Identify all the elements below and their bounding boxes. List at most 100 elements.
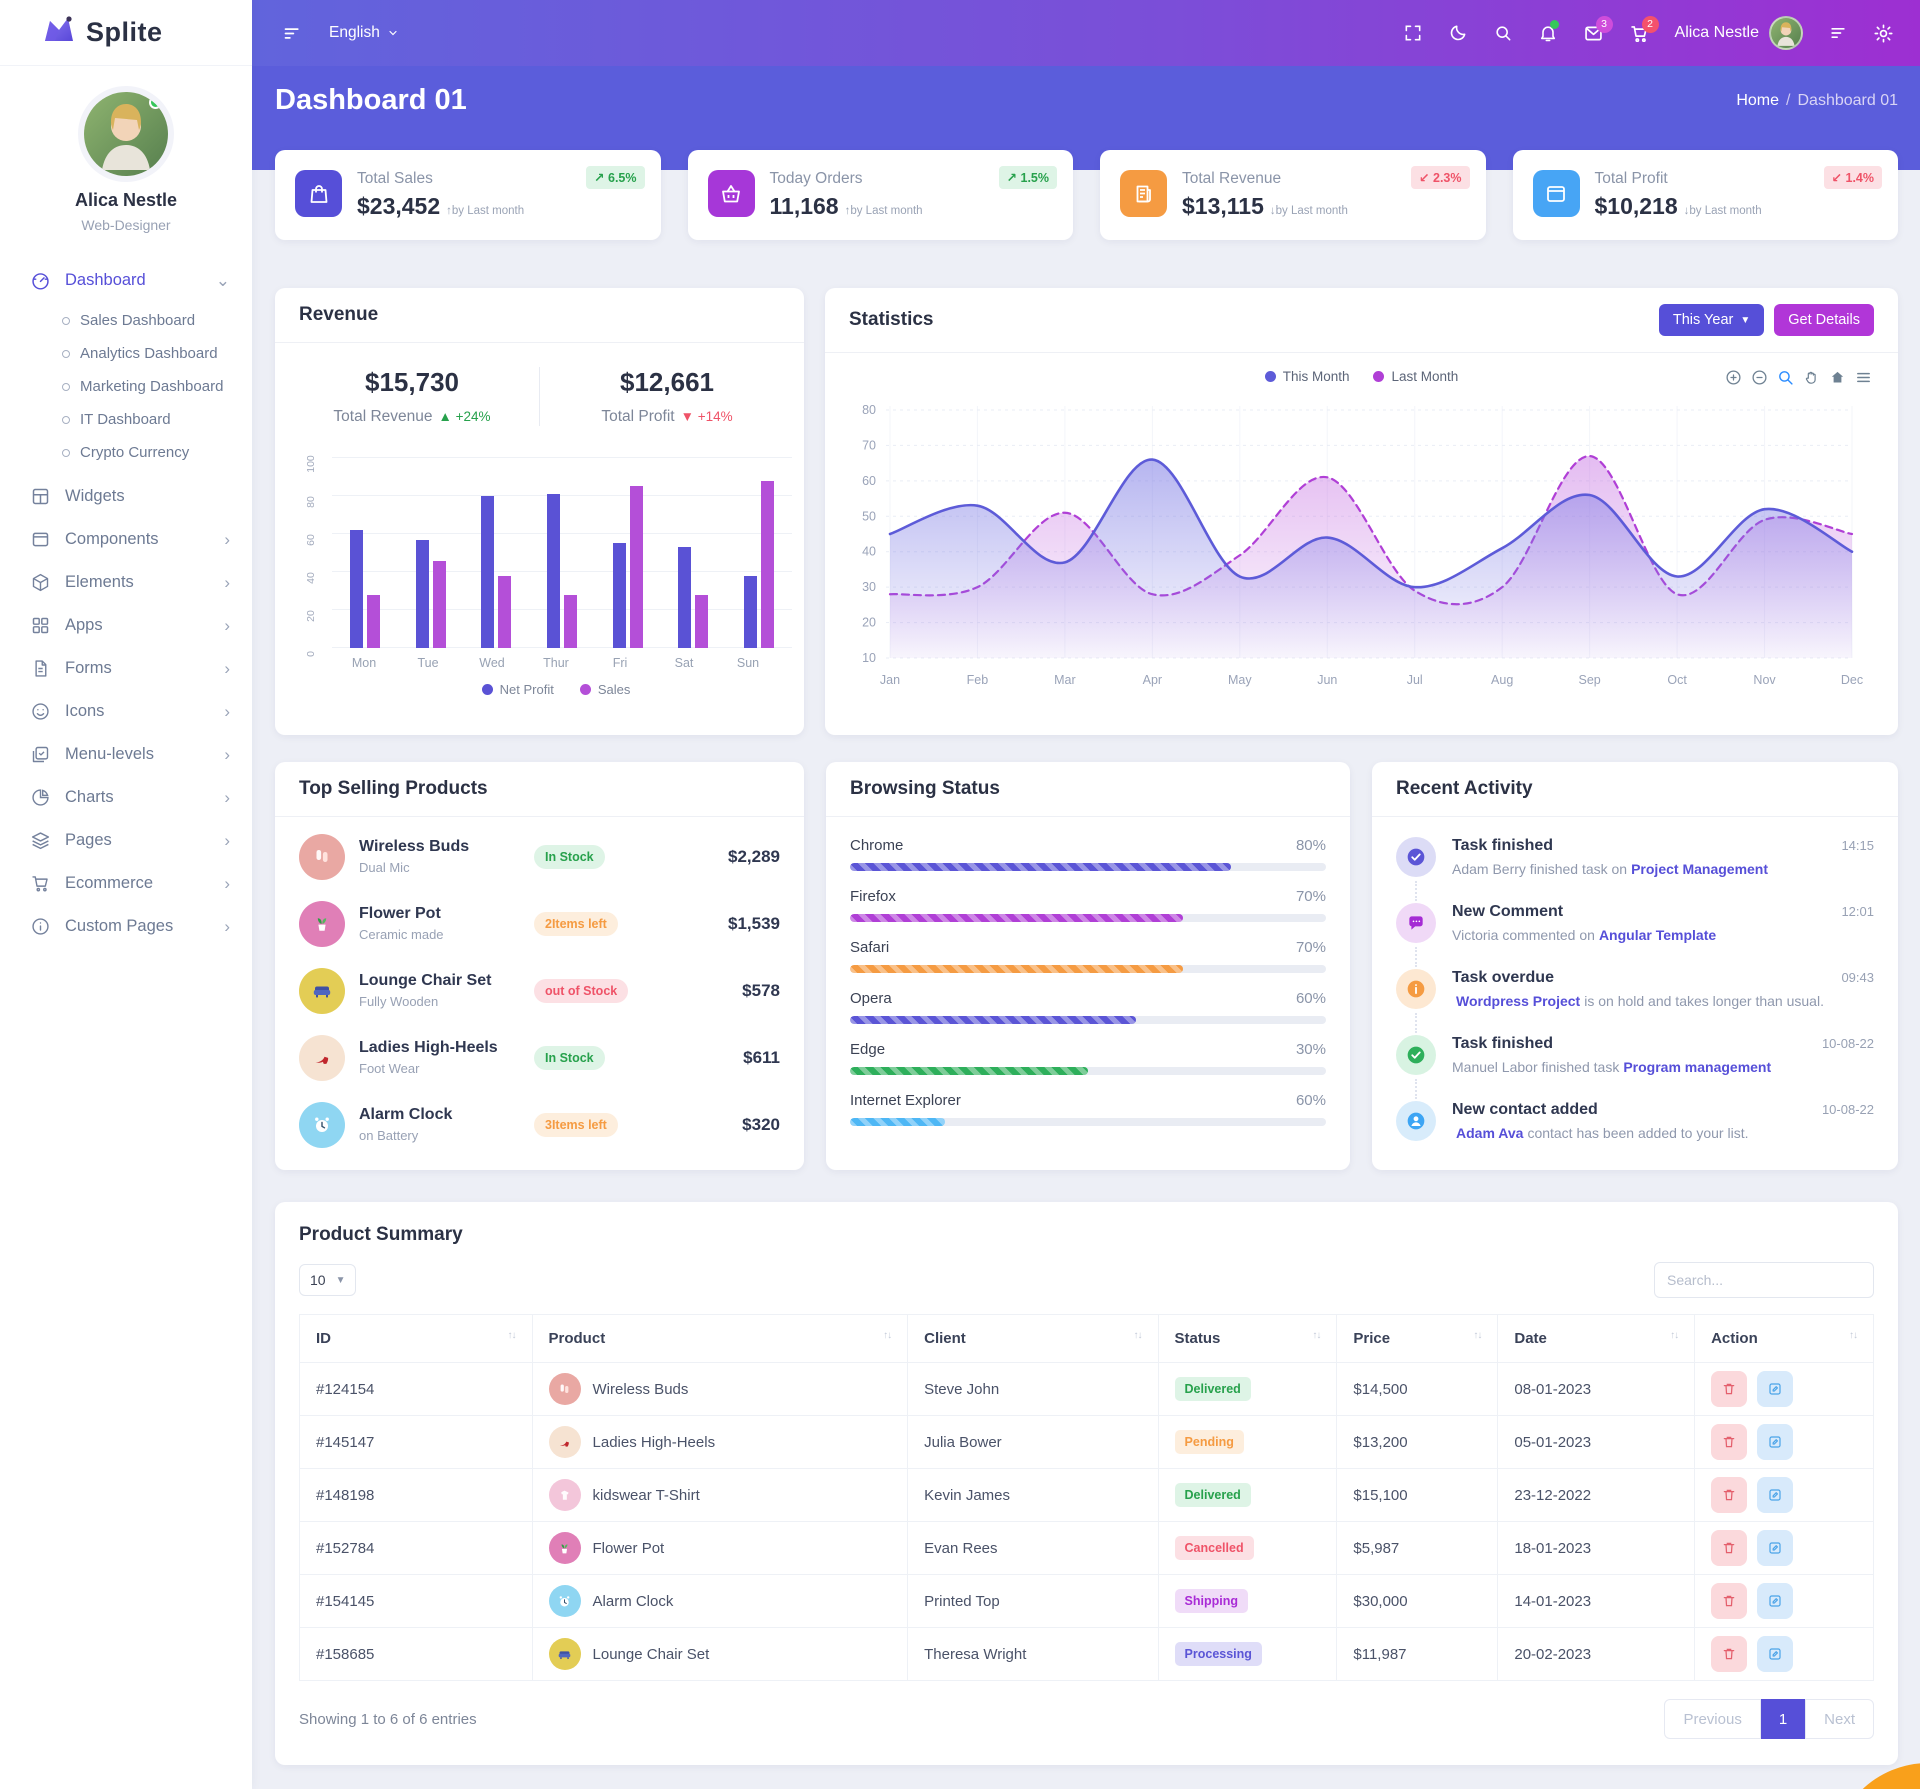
components-icon <box>32 532 49 547</box>
column-header-status[interactable]: Status ↑↓ <box>1157 1314 1338 1363</box>
product-list-item[interactable]: Wireless Buds Dual Mic In Stock $2,289 <box>299 823 780 890</box>
search-input[interactable] <box>1654 1262 1874 1298</box>
svg-text:Dec: Dec <box>1841 673 1863 687</box>
activity-time: 10-08-22 <box>1821 1102 1874 1117</box>
product-list-item[interactable]: Ladies High-Heels Foot Wear In Stock $611 <box>299 1024 780 1091</box>
gridline <box>332 647 792 648</box>
product-list-item[interactable]: Flower Pot Ceramic made 2Items left $1,53… <box>299 890 780 957</box>
activity-link[interactable]: Adam Ava <box>1456 1125 1524 1141</box>
floating-action-button[interactable] <box>1833 1763 1920 1789</box>
sidebar-item-analytics-dashboard[interactable]: Analytics Dashboard <box>0 337 252 370</box>
edit-button[interactable] <box>1757 1371 1794 1407</box>
edit-button[interactable] <box>1757 1477 1794 1513</box>
chevron-right-icon: › <box>224 530 230 549</box>
stat-badge: ↙ 2.3% <box>1411 166 1470 189</box>
stat-value: 11,168 <box>769 193 839 219</box>
zoom-in-icon[interactable] <box>1725 369 1742 386</box>
sidebar-item-pages[interactable]: Pages › <box>0 819 252 862</box>
page-size-select[interactable]: 10 ▼ <box>299 1264 357 1296</box>
fullscreen-icon[interactable] <box>1403 23 1423 43</box>
sidebar-item-marketing-dashboard[interactable]: Marketing Dashboard <box>0 370 252 403</box>
sidebar-item-icons[interactable]: Icons › <box>0 690 252 733</box>
cart-icon[interactable]: 2 <box>1629 15 1659 44</box>
edit-button[interactable] <box>1757 1530 1794 1566</box>
get-details-button[interactable]: Get Details <box>1774 304 1874 336</box>
pagination-next[interactable]: Next <box>1805 1699 1874 1739</box>
cell-date: 20-02-2023 <box>1497 1627 1696 1681</box>
column-header-price[interactable]: Price ↑↓ <box>1336 1314 1499 1363</box>
trash-icon <box>1723 1436 1735 1448</box>
chevron-right-icon: › <box>224 616 230 635</box>
activity-link[interactable]: Program management <box>1623 1059 1772 1075</box>
pagination-page-1[interactable]: 1 <box>1760 1699 1806 1739</box>
search-icon[interactable] <box>1493 23 1513 43</box>
language-label: English <box>329 24 380 41</box>
user-name: Alica Nestle <box>1674 24 1759 41</box>
dark-mode-icon[interactable] <box>1448 23 1468 43</box>
selection-zoom-icon[interactable] <box>1777 369 1794 386</box>
sidebar-item-forms[interactable]: Forms › <box>0 647 252 690</box>
product-list-item[interactable]: Alarm Clock on Battery 3Items left $320 <box>299 1091 780 1158</box>
browser-label: Edge <box>850 1041 886 1058</box>
chart-menu-icon[interactable] <box>1855 369 1872 386</box>
delete-button[interactable] <box>1711 1530 1748 1566</box>
home-reset-icon[interactable] <box>1829 369 1846 386</box>
sidebar-item-crypto-currency[interactable]: Crypto Currency <box>0 436 252 469</box>
year-dropdown-button[interactable]: This Year ▼ <box>1658 304 1765 336</box>
zoom-out-icon[interactable] <box>1751 369 1768 386</box>
profit-total: $12,661 <box>620 367 714 397</box>
stock-badge: In Stock <box>534 1045 605 1070</box>
language-selector[interactable]: English <box>329 24 399 42</box>
sliders-icon[interactable] <box>1828 23 1848 43</box>
activity-link[interactable]: Angular Template <box>1598 927 1717 943</box>
user-avatar <box>1769 16 1803 50</box>
chevron-right-icon: › <box>224 874 230 893</box>
activity-desc: Wordpress Project is on hold and takes lo… <box>1456 993 1824 1009</box>
product-list-item[interactable]: Lounge Chair Set Fully Wooden out of Stoc… <box>299 957 780 1024</box>
svg-text:30: 30 <box>862 580 876 594</box>
column-header-client[interactable]: Client ↑↓ <box>907 1314 1159 1363</box>
mail-icon[interactable]: 3 <box>1583 15 1613 44</box>
sidebar-item-components[interactable]: Components › <box>0 518 252 561</box>
sidebar-item-apps[interactable]: Apps › <box>0 604 252 647</box>
sidebar-item-it-dashboard[interactable]: IT Dashboard <box>0 403 252 436</box>
sidebar-item-sales-dashboard[interactable]: Sales Dashboard <box>0 304 252 337</box>
sidebar-item-widgets[interactable]: Widgets <box>0 475 252 518</box>
column-header-date[interactable]: Date ↑↓ <box>1497 1314 1696 1363</box>
avatar[interactable] <box>84 92 168 176</box>
delete-button[interactable] <box>1711 1477 1748 1513</box>
sidebar-item-elements[interactable]: Elements › <box>0 561 252 604</box>
delete-button[interactable] <box>1711 1583 1748 1619</box>
delete-button[interactable] <box>1711 1636 1748 1672</box>
edit-button[interactable] <box>1757 1636 1794 1672</box>
edit-button[interactable] <box>1757 1424 1794 1460</box>
activity-link[interactable]: Project Management <box>1631 861 1769 877</box>
table-row: #148198 kidswear T-Shirt Kevin James Del… <box>299 1468 1874 1522</box>
pan-icon[interactable] <box>1803 369 1820 386</box>
sidebar-item-menu-levels[interactable]: Menu-levels › <box>0 733 252 776</box>
sidebar-toggle-icon[interactable] <box>282 23 303 44</box>
user-menu[interactable]: Alica Nestle <box>1675 16 1803 50</box>
activity-link[interactable]: Wordpress Project <box>1456 993 1581 1009</box>
sidebar-item-custom-pages[interactable]: Custom Pages › <box>0 905 252 948</box>
logo[interactable]: Splite <box>0 0 252 66</box>
activity-item-title: New Comment <box>1452 903 1564 920</box>
delete-button[interactable] <box>1711 1424 1748 1460</box>
cell-price: $30,000 <box>1336 1574 1499 1628</box>
edit-button[interactable] <box>1757 1583 1794 1619</box>
column-header-action[interactable]: Action ↑↓ <box>1694 1314 1874 1363</box>
column-header-id[interactable]: ID ↑↓ <box>299 1314 533 1363</box>
stat-card-today-orders: Today Orders 11,168 ↑by Last month ↗ 1.5% <box>687 150 1073 240</box>
check-icon <box>1396 1035 1436 1075</box>
sidebar-item-dashboard[interactable]: Dashboard ⌄ <box>0 259 252 302</box>
breadcrumb-home[interactable]: Home <box>1736 91 1780 109</box>
settings-gear-icon[interactable] <box>1873 23 1894 44</box>
notifications-icon[interactable] <box>1538 20 1559 43</box>
delete-button[interactable] <box>1711 1371 1748 1407</box>
sidebar-item-label: Charts <box>65 788 114 806</box>
sidebar-item-ecommerce[interactable]: Ecommerce › <box>0 862 252 905</box>
column-header-product[interactable]: Product ↑↓ <box>531 1314 909 1363</box>
sidebar-item-charts[interactable]: Charts › <box>0 776 252 819</box>
pagination-previous[interactable]: Previous <box>1664 1699 1761 1739</box>
y-axis-tick: 100 <box>305 455 317 473</box>
